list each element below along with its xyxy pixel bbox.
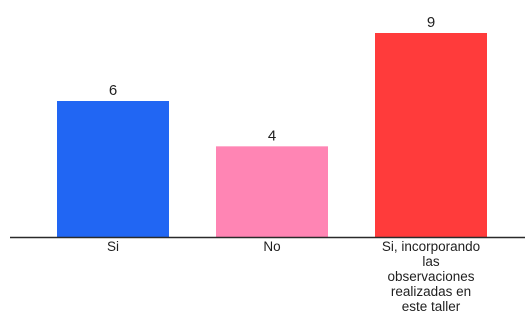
bars-group [57,33,487,237]
category-label-1: Si [107,239,119,254]
category-label-line: No [263,239,280,254]
value-label-1: 6 [109,82,117,99]
category-label-line: Si [107,239,119,254]
category-label-line: observaciones [387,269,474,284]
bar-2 [216,146,328,237]
value-label-2: 4 [268,127,276,144]
category-label-line: realizadas en [391,284,471,299]
category-label-2: No [263,239,280,254]
bar-3 [375,33,487,237]
value-label-3: 9 [427,14,435,31]
category-label-line: las [422,254,440,269]
category-label-line: Si, incorporando [382,239,480,254]
category-label-line: este taller [402,299,461,314]
value-labels-group: 6 4 9 [109,14,435,144]
category-labels-group: Si No Si, incorporando las observaciones real… [107,239,480,314]
bar-1 [57,101,169,237]
category-label-3: Si, incorporando las observaciones realizad… [382,239,480,314]
